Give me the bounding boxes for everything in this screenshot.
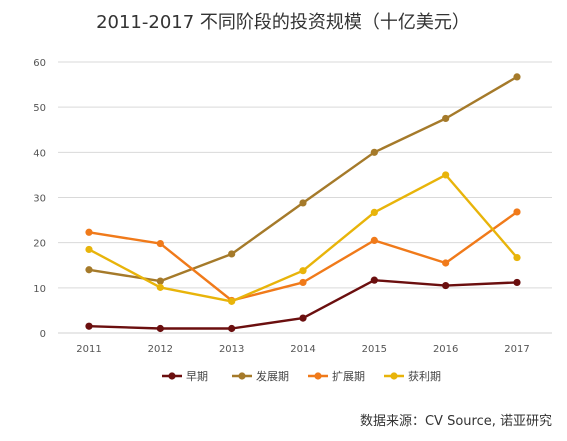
- legend-label: 发展期: [256, 369, 289, 383]
- series-line-2: [88, 211, 518, 302]
- x-tick-label: 2012: [148, 344, 173, 355]
- legend-item-1: 发展期: [232, 369, 289, 383]
- data-point: [370, 276, 378, 284]
- data-point: [228, 324, 236, 333]
- x-tick-label: 2013: [219, 344, 244, 355]
- legend-item-0: 早期: [162, 370, 208, 383]
- x-axis: 2011 2012 2013 2014 2015 2016 2017: [76, 344, 529, 355]
- data-point: [370, 208, 378, 217]
- legend-item-2: 扩展期: [308, 369, 365, 383]
- data-point: [442, 281, 450, 290]
- legend: 早期 发展期 扩展期 获利期: [162, 369, 441, 383]
- y-tick-label: 0: [40, 329, 46, 340]
- legend-swatch-marker: [168, 372, 176, 380]
- data-point: [513, 208, 521, 216]
- data-point: [370, 236, 378, 245]
- source-note: 数据来源：CV Source, 诺亚研究: [360, 414, 552, 429]
- data-point: [299, 314, 307, 322]
- x-tick-label: 2015: [362, 344, 387, 355]
- legend-swatch-marker: [390, 372, 398, 380]
- x-tick-label: 2011: [76, 344, 101, 355]
- series-layer: [85, 73, 521, 333]
- data-point: [442, 171, 450, 179]
- legend-label: 扩展期: [332, 369, 365, 383]
- y-tick-label: 20: [33, 239, 46, 250]
- y-tick-label: 30: [33, 194, 46, 205]
- legend-label: 早期: [186, 370, 208, 383]
- data-point: [228, 250, 236, 258]
- y-tick-label: 60: [33, 58, 46, 69]
- data-point: [228, 297, 236, 305]
- data-point: [442, 114, 450, 123]
- data-point: [156, 324, 164, 333]
- data-point: [299, 199, 307, 207]
- x-tick-label: 2014: [290, 344, 315, 355]
- y-tick-label: 10: [33, 284, 46, 295]
- data-point: [370, 148, 378, 156]
- data-point: [442, 259, 450, 267]
- x-tick-label: 2017: [504, 344, 529, 355]
- data-point: [513, 73, 521, 81]
- legend-swatch-marker: [238, 372, 246, 380]
- chart-title: 2011-2017 不同阶段的投资规模（十亿美元）: [96, 12, 470, 33]
- data-point: [156, 283, 164, 291]
- y-tick-label: 50: [33, 103, 46, 114]
- legend-item-3: 获利期: [384, 370, 441, 383]
- data-point: [85, 245, 93, 254]
- data-point: [156, 277, 164, 285]
- data-point: [156, 239, 164, 248]
- x-tick-label: 2016: [433, 344, 458, 355]
- data-point: [85, 322, 93, 330]
- legend-label: 获利期: [408, 370, 441, 383]
- y-tick-label: 40: [33, 148, 46, 159]
- y-axis: 0 10 20 30 40 50 60: [33, 58, 46, 340]
- data-point: [513, 253, 521, 262]
- data-point: [299, 267, 307, 275]
- legend-swatch-marker: [314, 372, 322, 380]
- data-point: [513, 278, 521, 287]
- data-point: [299, 278, 307, 287]
- grid-layer: [58, 61, 552, 334]
- data-point: [85, 266, 93, 274]
- data-point: [85, 228, 93, 236]
